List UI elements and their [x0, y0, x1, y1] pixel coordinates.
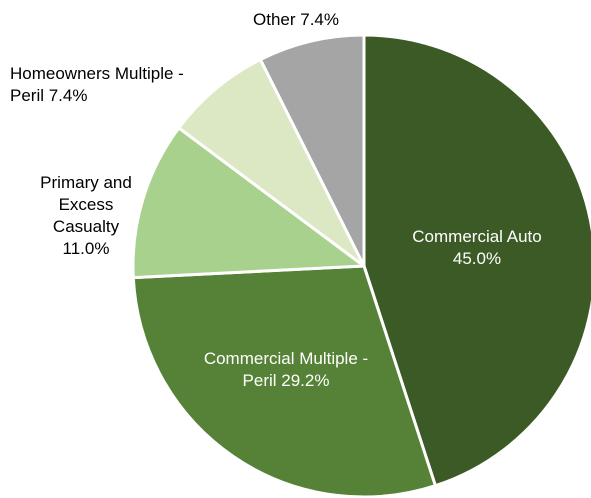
data-label-line: Peril 7.4%: [10, 86, 87, 105]
data-label-homeowners-multiple-peril: Homeowners Multiple - Peril 7.4%: [10, 64, 184, 105]
data-label-commercial-multiple-peril: Commercial Multiple - Peril 29.2%: [204, 349, 368, 390]
data-label-primary-and-excess-casualty: Primary and Excess Casualty 11.0%: [40, 173, 132, 258]
pie-slices: [131, 33, 591, 498]
data-label-line: Homeowners Multiple -: [10, 64, 184, 83]
pie-slice-commercial-auto: [362, 33, 591, 488]
data-label-other: Other 7.4%: [253, 10, 339, 29]
data-label-line: 45.0%: [453, 249, 501, 268]
data-label-line: Excess: [59, 195, 114, 214]
pie-slice-primary-and-excess-casualty: [131, 126, 366, 280]
data-label-line: Commercial Auto: [412, 227, 541, 246]
pie-slice-other: [258, 33, 366, 268]
data-label-line: Commercial Multiple -: [204, 349, 368, 368]
data-label-line: Casualty: [53, 217, 120, 236]
data-label-line: Primary and: [40, 173, 132, 192]
data-label-commercial-auto: Commercial Auto 45.0%: [412, 227, 541, 268]
data-label-line: Peril 29.2%: [243, 371, 330, 390]
pie-labels: Commercial Auto 45.0% Commercial Multiple …: [10, 10, 542, 390]
data-label-line: 11.0%: [63, 239, 110, 258]
data-label-line: Other 7.4%: [253, 10, 339, 29]
pie-slice-commercial-multiple-peril: [131, 264, 437, 498]
pie-slice-homeowners-multiple-peril: [177, 58, 366, 268]
